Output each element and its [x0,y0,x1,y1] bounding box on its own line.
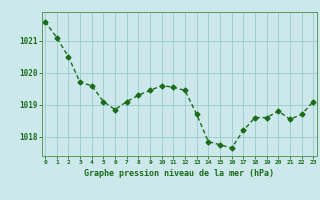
X-axis label: Graphe pression niveau de la mer (hPa): Graphe pression niveau de la mer (hPa) [84,169,274,178]
